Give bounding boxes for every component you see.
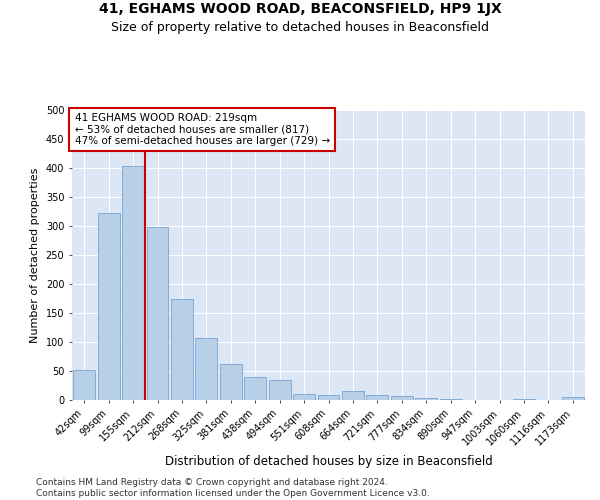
Bar [342,392,364,400]
Bar [146,227,169,400]
Bar [391,396,413,400]
Text: 41 EGHAMS WOOD ROAD: 219sqm
← 53% of detached houses are smaller (817)
47% of se: 41 EGHAMS WOOD ROAD: 219sqm ← 53% of det… [74,113,329,146]
Bar [269,380,290,400]
Bar [171,298,193,400]
Text: Size of property relative to detached houses in Beaconsfield: Size of property relative to detached ho… [111,21,489,34]
Text: Contains HM Land Registry data © Crown copyright and database right 2024.
Contai: Contains HM Land Registry data © Crown c… [36,478,430,498]
Bar [122,166,144,400]
Bar [562,397,584,400]
Bar [73,370,95,400]
Bar [367,395,388,400]
Bar [196,338,217,400]
Y-axis label: Number of detached properties: Number of detached properties [30,168,40,342]
Bar [98,213,119,400]
Text: 41, EGHAMS WOOD ROAD, BEACONSFIELD, HP9 1JX: 41, EGHAMS WOOD ROAD, BEACONSFIELD, HP9 … [98,2,502,16]
Bar [244,377,266,400]
Bar [220,364,242,400]
Bar [415,398,437,400]
X-axis label: Distribution of detached houses by size in Beaconsfield: Distribution of detached houses by size … [164,455,493,468]
Bar [317,395,340,400]
Bar [293,394,315,400]
